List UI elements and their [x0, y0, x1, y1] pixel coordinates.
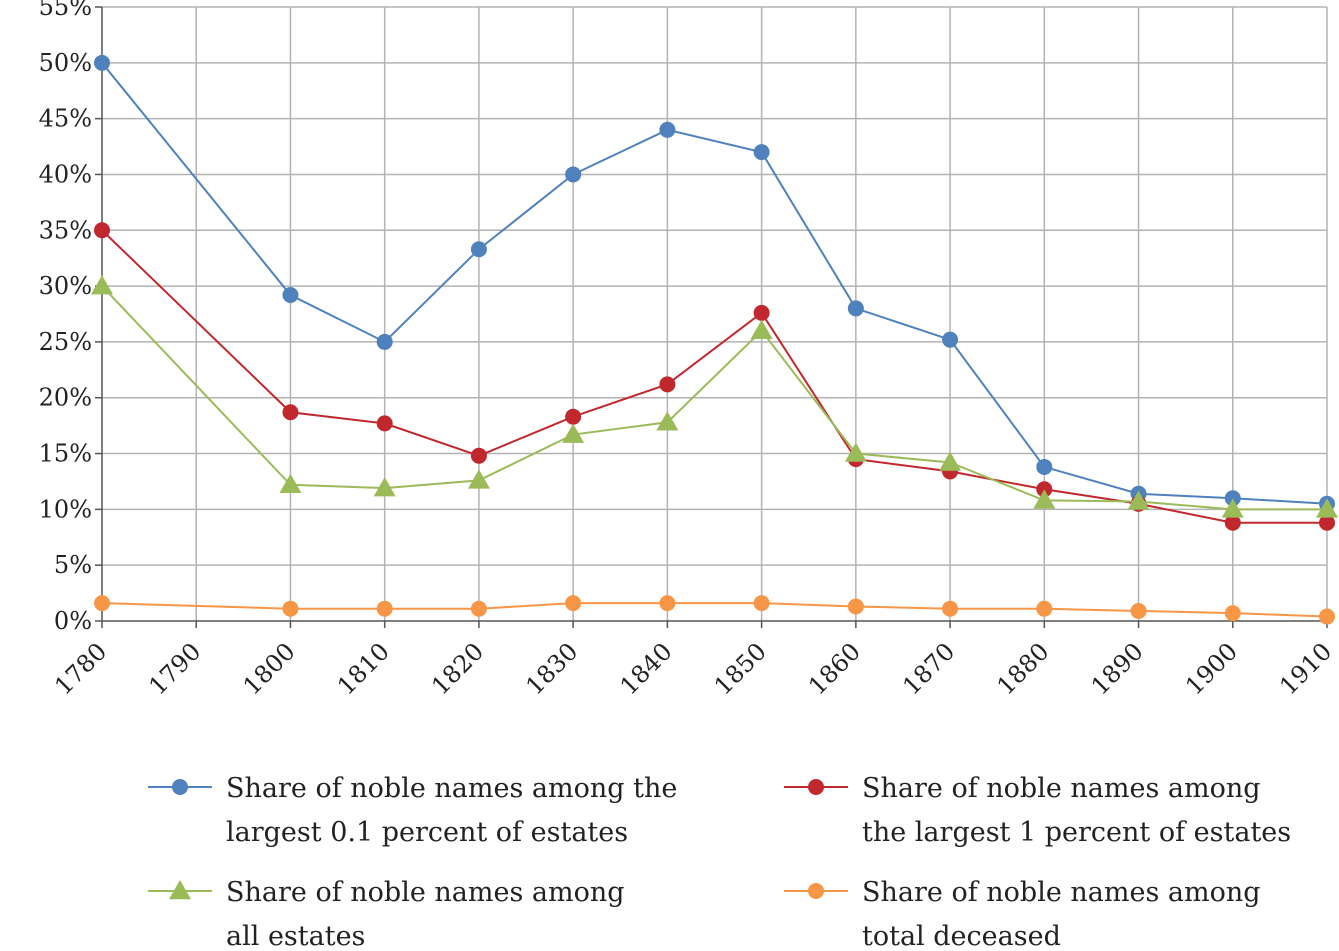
series-1-point [1036, 458, 1053, 475]
series-3-point [939, 451, 962, 471]
x-tick-label: 1800 [238, 637, 301, 700]
series-4-point [470, 600, 487, 617]
y-tick-label: 35% [39, 216, 92, 244]
series-4-point [659, 595, 676, 612]
y-tick-label: 15% [39, 440, 92, 468]
legend-entry-2: Share of noble names among the largest 1 … [784, 773, 1291, 848]
series-3-point [1033, 489, 1056, 509]
x-tick-label: 1780 [49, 637, 112, 700]
series-3-point [373, 477, 396, 497]
grid [102, 6, 1328, 621]
y-tick-label: 45% [39, 105, 92, 133]
series-4-point [1319, 608, 1335, 625]
legend-entry-3: Share of noble names among all estates [148, 877, 625, 951]
series-2-point [1036, 481, 1053, 498]
series-2-point [1224, 514, 1241, 531]
y-tick-label: 55% [39, 0, 92, 21]
y-tick-label: 40% [39, 160, 92, 188]
legend-label: the largest 1 percent of estates [862, 817, 1291, 848]
legend-label: Share of noble names among [862, 877, 1261, 908]
legend-entry-1: Share of noble names among the largest 0.… [148, 773, 677, 848]
legend-label: Share of noble names among [862, 773, 1261, 804]
y-tick-label: 50% [39, 49, 92, 77]
series-1-point [753, 144, 770, 161]
x-tick-label: 1910 [1274, 637, 1337, 700]
legend-entry-4: Share of noble names among total deceased [784, 877, 1261, 951]
series-1-point [94, 54, 110, 71]
series-4-point [1036, 600, 1053, 617]
series-3-point [91, 275, 113, 295]
legend-marker [808, 883, 824, 899]
series-3-point [1316, 498, 1338, 518]
x-tick-label: 1840 [615, 637, 678, 700]
series-1 [94, 54, 1335, 512]
legend-label: Share of noble names among the [226, 773, 677, 804]
series-4-point [942, 600, 959, 617]
y-tick-label: 25% [39, 328, 92, 356]
y-tick-label: 5% [54, 551, 92, 579]
series-1-point [376, 333, 393, 350]
series-3-point [467, 469, 490, 489]
legend-label: total deceased [862, 921, 1061, 951]
series-4-point [1130, 602, 1147, 619]
series-1-point [1224, 490, 1241, 507]
series-3-point [656, 411, 679, 431]
series-4-point [94, 595, 110, 612]
series-2-point [659, 376, 676, 393]
series-2-point [470, 447, 487, 464]
series-group [91, 54, 1338, 625]
y-tick-label: 10% [39, 495, 92, 523]
series-2-point [282, 404, 299, 421]
y-tick-label: 0% [54, 607, 92, 635]
series-1-point [847, 300, 864, 317]
series-4-point [1224, 605, 1241, 622]
series-3-point [750, 319, 773, 339]
y-tick-label: 20% [39, 384, 92, 412]
series-2-point [753, 304, 770, 321]
series-3 [91, 275, 1338, 518]
x-tick-label: 1890 [1086, 637, 1149, 700]
x-tick-label: 1880 [992, 637, 1055, 700]
series-3-point [844, 442, 867, 462]
legend-marker [808, 779, 824, 795]
series-4-point [753, 595, 770, 612]
series-4-point [376, 600, 393, 617]
x-tick-label: 1830 [520, 637, 583, 700]
y-tick-label: 30% [39, 272, 92, 300]
x-tick-label: 1820 [426, 637, 489, 700]
series-2-point [376, 415, 393, 432]
series-4-point [565, 595, 582, 612]
series-1-point [942, 331, 959, 348]
legend: Share of noble names among the largest 0.… [148, 773, 1291, 951]
axes: 0% 5% 10% 15% 20% 25% 30% 35% 40% 45% 50% 55% 1780 17… [39, 0, 1338, 700]
series-1-point [470, 241, 487, 258]
series-1-point [659, 121, 676, 138]
series-1-line [101, 62, 1328, 505]
series-3-point [1127, 490, 1150, 510]
x-tick-label: 1860 [803, 637, 866, 700]
series-3-point [279, 473, 302, 494]
series-3-point [1221, 498, 1244, 518]
x-tick-label: 1870 [897, 637, 960, 700]
series-3-point [562, 423, 585, 443]
series-1-point [282, 287, 299, 304]
legend-label: largest 0.1 percent of estates [226, 817, 628, 848]
series-2-point [565, 408, 582, 425]
series-4-point [282, 600, 299, 617]
legend-marker [169, 880, 191, 900]
legend-marker [172, 779, 188, 795]
series-4 [94, 595, 1335, 625]
series-2-point [1319, 514, 1335, 531]
x-tick-label: 1900 [1180, 637, 1243, 700]
series-2-point [94, 222, 110, 239]
x-tick-label: 1850 [709, 637, 772, 700]
x-tick-label: 1810 [332, 637, 395, 700]
x-tick-label: 1790 [143, 637, 206, 700]
series-4-point [847, 598, 864, 615]
legend-label: Share of noble names among [226, 877, 625, 908]
legend-label: all estates [226, 921, 365, 951]
series-1-point [565, 166, 582, 183]
